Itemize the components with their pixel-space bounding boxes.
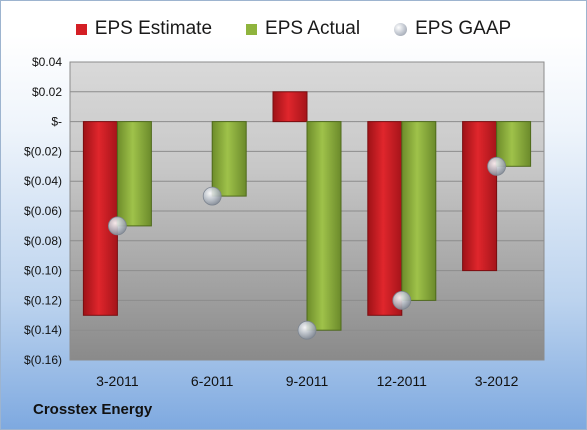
y-axis-ticks: $0.04 $0.02 $- $(0.02) $(0.04) $(0.06) $(0.08)… <box>24 55 62 367</box>
actual-bar <box>401 121 437 301</box>
legend-item-gaap: EPS GAAP <box>394 18 511 40</box>
x-axis-categories: 3-2011 6-2011 9-2011 12-2011 3-2012 <box>96 373 518 389</box>
actual-bar <box>306 121 342 331</box>
legend-label-estimate: EPS Estimate <box>94 18 213 39</box>
x-category-label: 12-2011 <box>377 373 428 389</box>
y-tick-label: $0.04 <box>32 55 62 69</box>
gaap-point <box>108 216 127 236</box>
legend-swatch-gaap <box>394 22 408 36</box>
estimate-bar <box>272 91 308 123</box>
estimate-bar <box>462 121 498 272</box>
gaap-point <box>202 186 222 206</box>
y-tick-label: $(0.08) <box>24 234 62 248</box>
gaap-point <box>297 320 317 340</box>
y-tick-label: $0.02 <box>32 85 62 99</box>
gaap-point <box>487 156 507 176</box>
y-tick-label: $(0.06) <box>24 204 62 218</box>
x-category-label: 6-2011 <box>191 373 234 389</box>
estimate-bar <box>367 121 403 316</box>
company-name: Crosstex Energy <box>33 401 153 418</box>
x-category-label: 9-2011 <box>286 373 329 389</box>
legend-item-estimate: EPS Estimate <box>75 18 213 40</box>
legend-swatch-actual <box>246 23 258 35</box>
legend: EPS Estimate EPS Actual EPS GAAP <box>0 14 587 44</box>
gaap-point <box>392 290 412 310</box>
x-category-label: 3-2012 <box>475 373 519 389</box>
legend-item-actual: EPS Actual <box>246 18 360 40</box>
y-tick-label: $(0.16) <box>24 353 62 367</box>
y-tick-label: $(0.12) <box>24 293 62 307</box>
y-tick-label: $(0.02) <box>24 144 62 158</box>
actual-bar <box>211 121 247 197</box>
gaap-points <box>108 156 507 340</box>
legend-label-gaap: EPS GAAP <box>415 18 512 39</box>
legend-label-actual: EPS Actual <box>265 18 361 39</box>
actual-bar <box>116 121 152 227</box>
y-tick-label: $- <box>51 115 62 129</box>
x-category-label: 3-2011 <box>96 373 139 389</box>
y-tick-label: $(0.10) <box>24 264 62 278</box>
legend-swatch-estimate <box>75 23 87 35</box>
y-tick-label: $(0.14) <box>24 323 62 337</box>
y-tick-label: $(0.04) <box>24 174 62 188</box>
